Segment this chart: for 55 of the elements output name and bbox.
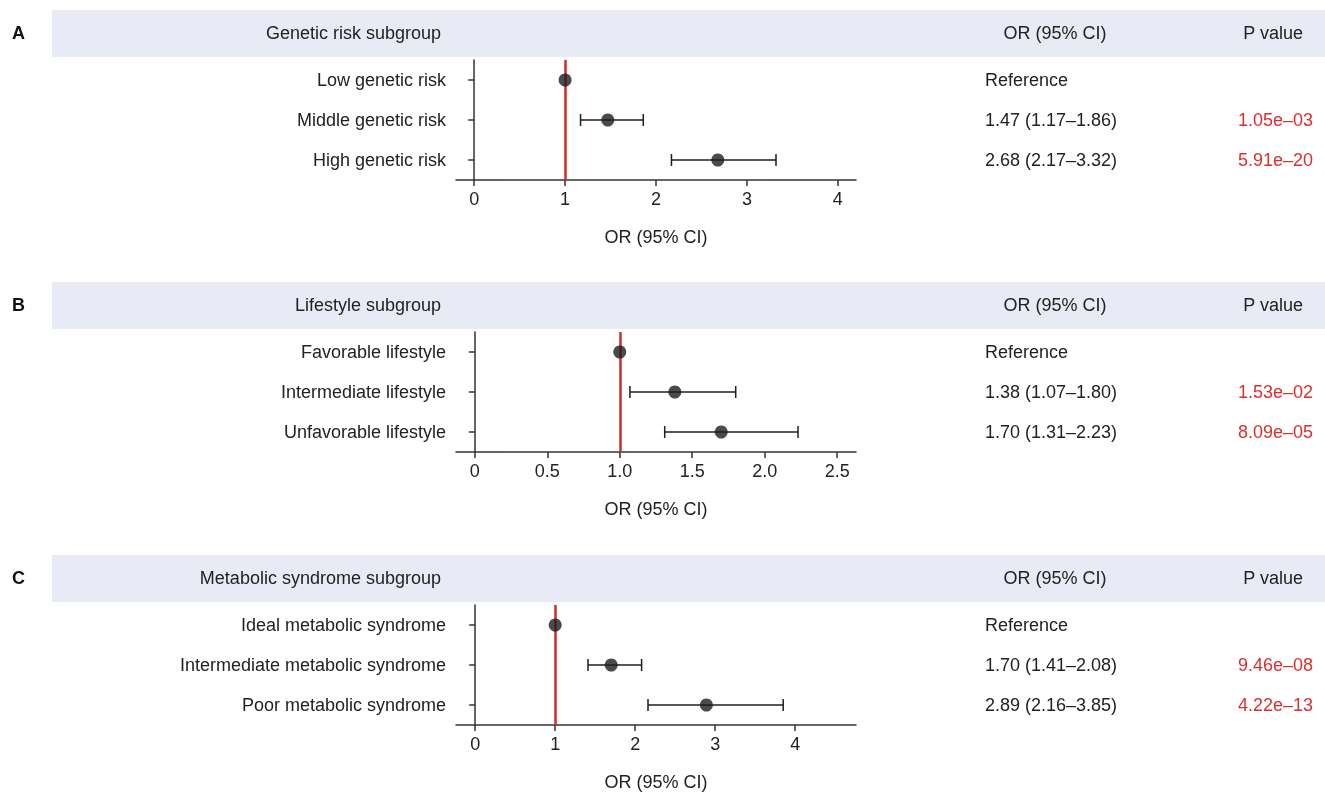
- x-tick-label: 3: [710, 734, 721, 754]
- x-tick-label: 2: [650, 189, 662, 209]
- x-axis-title: OR (95% CI): [604, 772, 708, 792]
- y-tick-label: Poor metabolic syndrome: [241, 695, 446, 715]
- x-tick-label: 1: [560, 189, 571, 209]
- text: OR (95% CI): [1003, 23, 1107, 43]
- text: 1.70 (1.41–2.08): [985, 655, 1118, 675]
- text: C: [12, 568, 25, 588]
- text: OR (95% CI): [1003, 295, 1107, 315]
- text: 2.68 (2.17–3.32): [985, 150, 1118, 170]
- text: B: [12, 295, 25, 315]
- x-tick-label: 0: [469, 189, 480, 209]
- text: A: [12, 23, 25, 43]
- y-tick-label: Favorable lifestyle: [300, 342, 446, 362]
- y-tick-label: High genetic risk: [312, 150, 447, 170]
- text: 5.91e–20: [1237, 150, 1313, 170]
- y-tick-label: Ideal metabolic syndrome: [240, 615, 446, 635]
- text: 1.70 (1.31–2.23): [985, 422, 1118, 442]
- y-tick-label: Intermediate metabolic syndrome: [179, 655, 446, 675]
- y-tick-label: Intermediate lifestyle: [280, 382, 446, 402]
- text: P value: [1243, 568, 1303, 588]
- x-tick-label: 4: [790, 734, 801, 754]
- text: Reference: [985, 342, 1069, 362]
- chart-title: Lifestyle subgroup: [294, 295, 441, 315]
- text: 1.53e–02: [1237, 382, 1313, 402]
- x-tick-label: 4: [832, 189, 843, 209]
- text: 1.47 (1.17–1.86): [985, 110, 1118, 130]
- text: P value: [1243, 23, 1303, 43]
- x-tick-label: 2: [630, 734, 641, 754]
- text: 9.46e–08: [1237, 655, 1313, 675]
- x-axis-title: OR (95% CI): [604, 227, 708, 247]
- y-tick-label: Low genetic risk: [316, 70, 447, 90]
- x-tick-label: 1: [550, 734, 561, 754]
- chart-title: Genetic risk subgroup: [265, 23, 441, 43]
- text: P value: [1243, 295, 1303, 315]
- x-axis-title: OR (95% CI): [604, 499, 708, 519]
- x-tick-label: 3: [741, 189, 752, 209]
- text: 2.89 (2.16–3.85): [985, 695, 1118, 715]
- y-tick-label: Middle genetic risk: [296, 110, 447, 130]
- text: 1.05e–03: [1237, 110, 1313, 130]
- x-tick-label: 1.0: [607, 461, 633, 481]
- x-tick-label: 0.5: [534, 461, 560, 481]
- x-tick-label: 2.5: [824, 461, 850, 481]
- text: Reference: [985, 615, 1069, 635]
- text: 1.38 (1.07–1.80): [985, 382, 1118, 402]
- x-tick-label: 2.0: [752, 461, 778, 481]
- text: 4.22e–13: [1237, 695, 1313, 715]
- x-tick-label: 0: [470, 734, 481, 754]
- y-tick-label: Unfavorable lifestyle: [283, 422, 446, 442]
- text: OR (95% CI): [1003, 568, 1107, 588]
- x-tick-label: 0: [469, 461, 480, 481]
- text: 8.09e–05: [1237, 422, 1313, 442]
- x-tick-label: 1.5: [679, 461, 705, 481]
- chart-title: Metabolic syndrome subgroup: [199, 568, 441, 588]
- text: Reference: [985, 70, 1069, 90]
